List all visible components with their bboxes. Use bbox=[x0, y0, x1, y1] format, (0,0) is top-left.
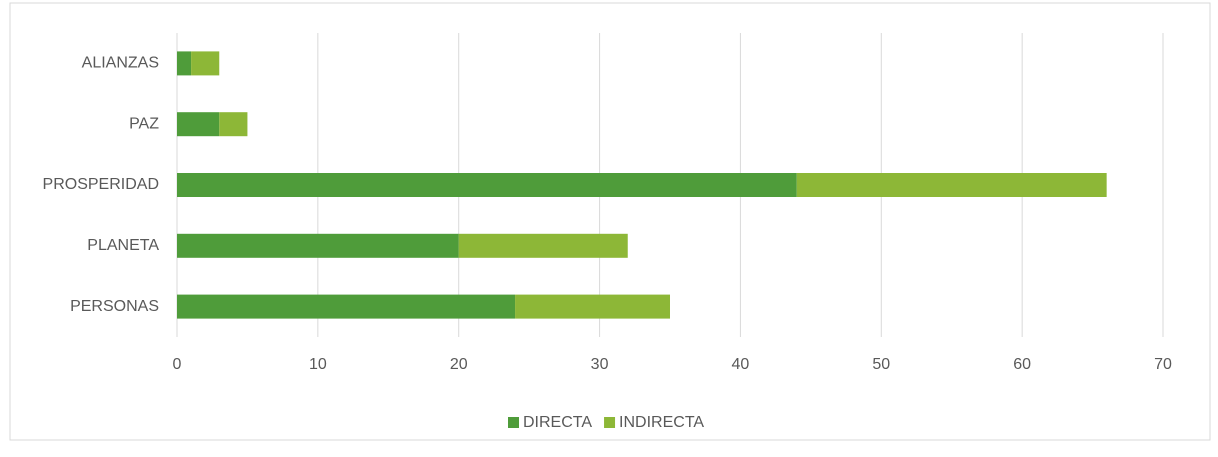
x-tick-label: 20 bbox=[450, 356, 468, 373]
x-tick-label: 50 bbox=[872, 356, 890, 373]
chart-frame bbox=[9, 2, 1211, 441]
x-tick-label: 70 bbox=[1154, 356, 1172, 373]
x-tick-label: 30 bbox=[591, 356, 609, 373]
bar-segment bbox=[191, 51, 220, 76]
x-tick-label: 60 bbox=[1013, 356, 1031, 373]
y-tick-label: PROSPERIDAD bbox=[43, 176, 159, 193]
bar-segment bbox=[177, 112, 220, 137]
bar-segment bbox=[796, 173, 1107, 197]
legend-label: DIRECTA bbox=[523, 414, 592, 431]
legend-label: INDIRECTA bbox=[619, 414, 704, 431]
legend-swatch bbox=[604, 417, 616, 428]
bar-segment bbox=[458, 233, 628, 258]
x-tick-label: 10 bbox=[309, 356, 327, 373]
y-tick-label: ALIANZAS bbox=[82, 55, 159, 72]
bar-segment bbox=[177, 233, 459, 258]
bar-segment bbox=[219, 112, 248, 137]
bar-segment bbox=[177, 173, 797, 197]
x-tick-label: 40 bbox=[732, 356, 750, 373]
bar-segment bbox=[177, 51, 192, 76]
y-tick-label: PAZ bbox=[129, 115, 159, 132]
bar-segment bbox=[515, 294, 670, 319]
y-tick-label: PERSONAS bbox=[70, 298, 159, 315]
bar-segment bbox=[177, 294, 516, 319]
x-tick-label: 0 bbox=[173, 356, 182, 373]
y-tick-label: PLANETA bbox=[87, 237, 159, 254]
legend-swatch bbox=[508, 417, 519, 428]
